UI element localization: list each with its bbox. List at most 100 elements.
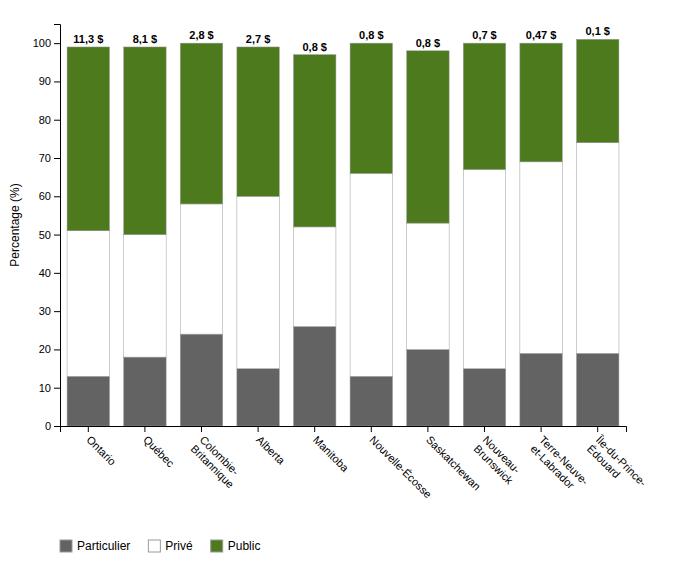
y-axis: 0 10 20 30 40 50 60 70 80 90 100	[33, 25, 61, 433]
tick-label: 10	[39, 382, 51, 394]
tick-label: 80	[39, 114, 51, 126]
tick-mark	[427, 426, 428, 432]
bar	[293, 55, 335, 227]
tick-mark	[54, 120, 60, 121]
bar	[350, 376, 392, 426]
tick-mark	[54, 196, 60, 197]
tick-label: Terre-Neuve-et-Labrador	[528, 433, 591, 496]
legend-item: Privé	[148, 539, 193, 553]
tick: Alberta	[254, 426, 288, 467]
legend-item: Particulier	[60, 539, 130, 553]
bar	[180, 334, 222, 426]
tick-label: Ontario	[84, 433, 118, 467]
annotation: 2,7 $	[246, 33, 270, 45]
bar	[407, 349, 449, 426]
tick-label: Nouvelle-Écosse	[367, 433, 434, 500]
tick: 90	[39, 75, 60, 87]
bar	[576, 39, 618, 142]
tick: 0	[45, 420, 60, 432]
tick: Ontario	[84, 426, 118, 467]
legend-item: Public	[211, 539, 261, 553]
tick-mark	[597, 426, 598, 432]
tick: 40	[39, 267, 60, 279]
legend: Particulier Privé Public	[60, 539, 260, 553]
tick: Nouveau-Brunswick	[472, 426, 525, 487]
tick-label: 100	[33, 37, 51, 49]
tick-label: 50	[39, 229, 51, 241]
legend-label: Particulier	[77, 539, 130, 553]
bar	[520, 43, 562, 162]
x-axis: Ontario Québec Colombie-BritanniqueAlberta…	[61, 426, 650, 500]
tick-mark	[54, 388, 60, 389]
tick-label: 30	[39, 305, 51, 317]
tick-mark	[54, 273, 60, 274]
tick: 80	[39, 114, 60, 126]
tick-label: 40	[39, 267, 51, 279]
axis-title: Percentage (%)	[8, 183, 22, 266]
bar	[237, 47, 279, 196]
tick-label: 90	[39, 75, 51, 87]
bar	[124, 47, 166, 235]
bar	[237, 196, 279, 368]
tick-mark	[314, 426, 315, 432]
tick-label: Manitoba	[311, 433, 352, 474]
tick-mark	[144, 426, 145, 432]
tick-mark	[54, 43, 60, 44]
bar	[237, 369, 279, 426]
bar	[520, 162, 562, 353]
bar	[407, 51, 449, 223]
legend-swatch	[211, 540, 223, 552]
annotation: 0,47 $	[526, 29, 557, 41]
tick-label: Colombie-Britannique	[189, 433, 246, 490]
tick: 70	[39, 152, 60, 164]
tick-mark	[54, 235, 60, 236]
tick-mark	[371, 426, 372, 432]
bar	[67, 47, 109, 231]
tick-label: 60	[39, 190, 51, 202]
annotation: 0,7 $	[472, 29, 496, 41]
tick-label: Québec	[141, 433, 177, 469]
bar	[180, 204, 222, 334]
legend-swatch	[148, 540, 160, 552]
bar	[67, 231, 109, 376]
bars	[67, 39, 619, 426]
annotation: 8,1 $	[133, 33, 157, 45]
tick: Saskatchewan	[424, 426, 483, 493]
tick-label: 20	[39, 343, 51, 355]
annotation: 11,3 $	[73, 33, 103, 45]
tick-mark	[258, 426, 259, 432]
axis-line	[54, 25, 61, 427]
tick: 100	[33, 37, 60, 49]
tick: 30	[39, 305, 60, 317]
bar	[407, 223, 449, 349]
tick: Colombie-Britannique	[189, 426, 246, 490]
series	[67, 39, 619, 234]
tick-mark	[54, 158, 60, 159]
bar	[350, 173, 392, 376]
bar	[293, 227, 335, 327]
tick: 50	[39, 229, 60, 241]
plot: 0 10 20 30 40 50 60 70 80 90 100 Ontario Québec Colom…	[33, 25, 650, 501]
bar	[463, 43, 505, 169]
tick-label: Saskatchewan	[424, 433, 483, 492]
axis-line	[61, 427, 627, 433]
annotations: 11,3 $8,1 $2,8 $2,7 $0,8 $0,8 $0,8 $0,7 …	[73, 25, 610, 52]
bar	[463, 369, 505, 426]
tick-label: 0	[45, 420, 51, 432]
annotation: 0,8 $	[302, 41, 326, 53]
bar	[293, 326, 335, 426]
tick: 20	[39, 343, 60, 355]
bar	[520, 353, 562, 426]
annotation: 2,8 $	[189, 29, 213, 41]
tick-mark	[54, 426, 60, 427]
tick-label: Nouveau-Brunswick	[472, 433, 525, 486]
annotation: 0,1 $	[585, 25, 609, 37]
tick: Terre-Neuve-et-Labrador	[528, 426, 591, 497]
tick-mark	[88, 426, 89, 432]
tick-label: Alberta	[254, 433, 288, 467]
bar	[463, 169, 505, 368]
tick-mark	[541, 426, 542, 432]
tick-label: Île-du-Prince-Édouard	[584, 433, 649, 498]
tick-mark	[54, 81, 60, 82]
bar	[576, 353, 618, 426]
